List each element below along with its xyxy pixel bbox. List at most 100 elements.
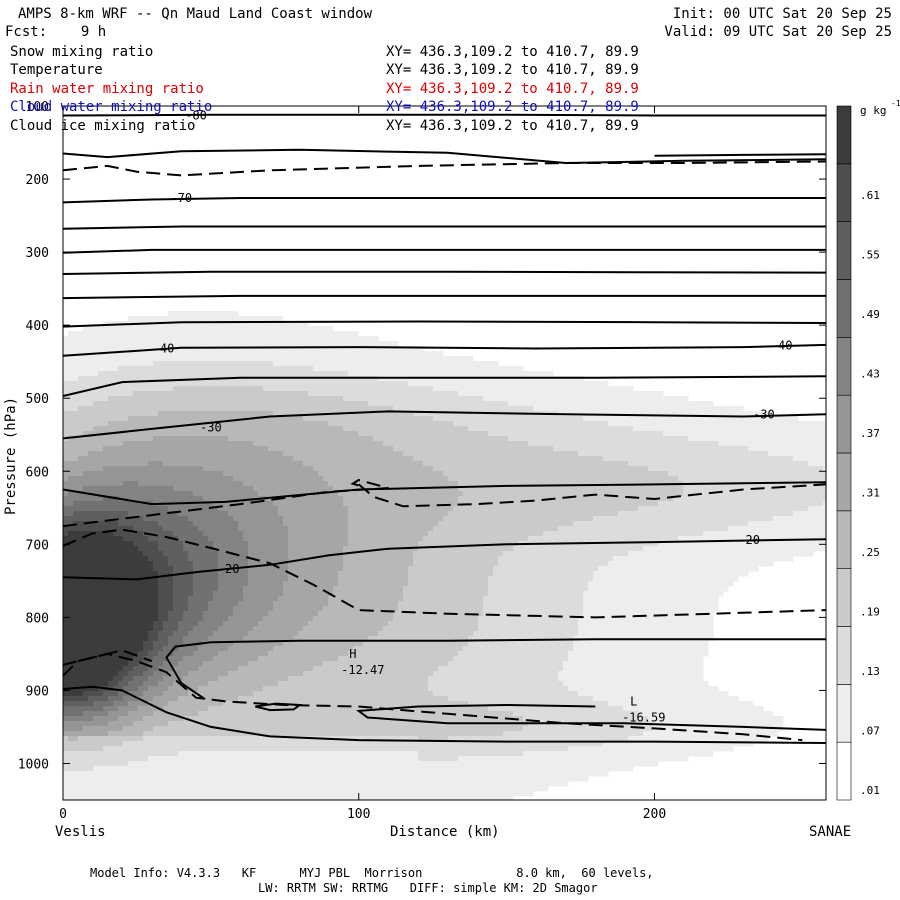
snow-shade-cell — [243, 401, 249, 407]
snow-shade-cell — [603, 491, 609, 497]
snow-shade-cell — [443, 476, 449, 482]
snow-shade-cell — [453, 391, 459, 397]
snow-shade-cell — [583, 501, 589, 507]
snow-shade-cell — [193, 491, 199, 497]
snow-shade-cell — [613, 426, 619, 432]
snow-shade-cell — [518, 486, 524, 492]
snow-shade-cell — [478, 401, 484, 407]
snow-shade-cell — [223, 446, 229, 452]
snow-shade-cell — [603, 506, 609, 512]
snow-shade-cell — [93, 326, 99, 332]
snow-shade-cell — [108, 446, 114, 452]
snow-shade-cell — [313, 496, 319, 502]
snow-shade-cell — [508, 406, 514, 412]
snow-shade-cell — [308, 456, 314, 462]
snow-shade-cell — [523, 381, 529, 387]
snow-shade-cell — [568, 481, 574, 487]
snow-shade-cell — [88, 436, 94, 442]
snow-shade-cell — [208, 371, 214, 377]
snow-shade-cell — [753, 451, 759, 457]
snow-shade-cell — [333, 446, 339, 452]
snow-shade-cell — [198, 456, 204, 462]
snow-shade-cell — [573, 516, 579, 522]
snow-shade-cell — [273, 421, 279, 427]
snow-shade-cell — [718, 466, 724, 472]
snow-shade-cell — [403, 426, 409, 432]
snow-shade-cell — [283, 491, 289, 497]
snow-shade-cell — [618, 396, 624, 402]
snow-shade-cell — [458, 406, 464, 412]
snow-shade-cell — [353, 466, 359, 472]
snow-shade-cell — [708, 446, 714, 452]
snow-shade-cell — [248, 346, 254, 352]
snow-shade-cell — [613, 411, 619, 417]
snow-shade-cell — [263, 436, 269, 442]
snow-shade-cell — [693, 506, 699, 512]
snow-shade-cell — [678, 411, 684, 417]
snow-shade-cell — [773, 461, 779, 467]
snow-shade-cell — [343, 446, 349, 452]
snow-shade-cell — [418, 516, 424, 522]
snow-shade-cell — [523, 426, 529, 432]
snow-shade-cell — [148, 491, 154, 497]
snow-shade-cell — [283, 356, 289, 362]
snow-shade-cell — [788, 466, 794, 472]
snow-shade-cell — [318, 516, 324, 522]
snow-shade-cell — [133, 396, 139, 402]
snow-shade-cell — [133, 486, 139, 492]
snow-shade-cell — [93, 431, 99, 437]
snow-shade-cell — [508, 491, 514, 497]
snow-shade-cell — [63, 486, 69, 492]
snow-shade-cell — [168, 491, 174, 497]
snow-shade-cell — [773, 476, 779, 482]
snow-shade-cell — [613, 386, 619, 392]
snow-shade-cell — [663, 436, 669, 442]
snow-shade-cell — [768, 476, 774, 482]
snow-shade-cell — [423, 476, 429, 482]
snow-shade-cell — [403, 481, 409, 487]
snow-shade-cell — [378, 356, 384, 362]
snow-shade-cell — [153, 406, 159, 412]
snow-shade-cell — [353, 446, 359, 452]
snow-shade-cell — [398, 351, 404, 357]
snow-shade-cell — [573, 431, 579, 437]
snow-shade-cell — [208, 356, 214, 362]
snow-shade-cell — [373, 516, 379, 522]
snow-shade-cell — [568, 431, 574, 437]
snow-shade-cell — [293, 361, 299, 367]
snow-shade-cell — [658, 421, 664, 427]
snow-shade-cell — [238, 336, 244, 342]
snow-shade-cell — [673, 491, 679, 497]
snow-shade-cell — [488, 421, 494, 427]
snow-shade-cell — [383, 431, 389, 437]
snow-shade-cell — [333, 371, 339, 377]
snow-shade-cell — [608, 466, 614, 472]
snow-shade-cell — [233, 321, 239, 327]
snow-shade-cell — [668, 506, 674, 512]
snow-shade-cell — [603, 441, 609, 447]
snow-shade-cell — [198, 486, 204, 492]
snow-shade-cell — [183, 421, 189, 427]
snow-shade-cell — [168, 411, 174, 417]
snow-shade-cell — [698, 461, 704, 467]
snow-shade-cell — [138, 486, 144, 492]
snow-shade-cell — [223, 316, 229, 322]
snow-shade-cell — [158, 381, 164, 387]
snow-shade-cell — [518, 501, 524, 507]
snow-shade-cell — [408, 346, 414, 352]
snow-shade-cell — [538, 461, 544, 467]
snow-shade-cell — [188, 406, 194, 412]
snow-shade-cell — [603, 426, 609, 432]
snow-shade-cell — [278, 516, 284, 522]
snow-shade-cell — [343, 461, 349, 467]
snow-shade-cell — [513, 386, 519, 392]
field-xy-rain: XY= 436.3,109.2 to 410.7, 89.9 — [386, 81, 639, 97]
snow-shade-cell — [563, 381, 569, 387]
snow-shade-cell — [738, 461, 744, 467]
snow-shade-cell — [113, 341, 119, 347]
snow-shade-cell — [288, 326, 294, 332]
snow-shade-cell — [443, 401, 449, 407]
snow-shade-cell — [643, 476, 649, 482]
snow-shade-cell — [113, 471, 119, 477]
snow-shade-cell — [638, 516, 644, 522]
